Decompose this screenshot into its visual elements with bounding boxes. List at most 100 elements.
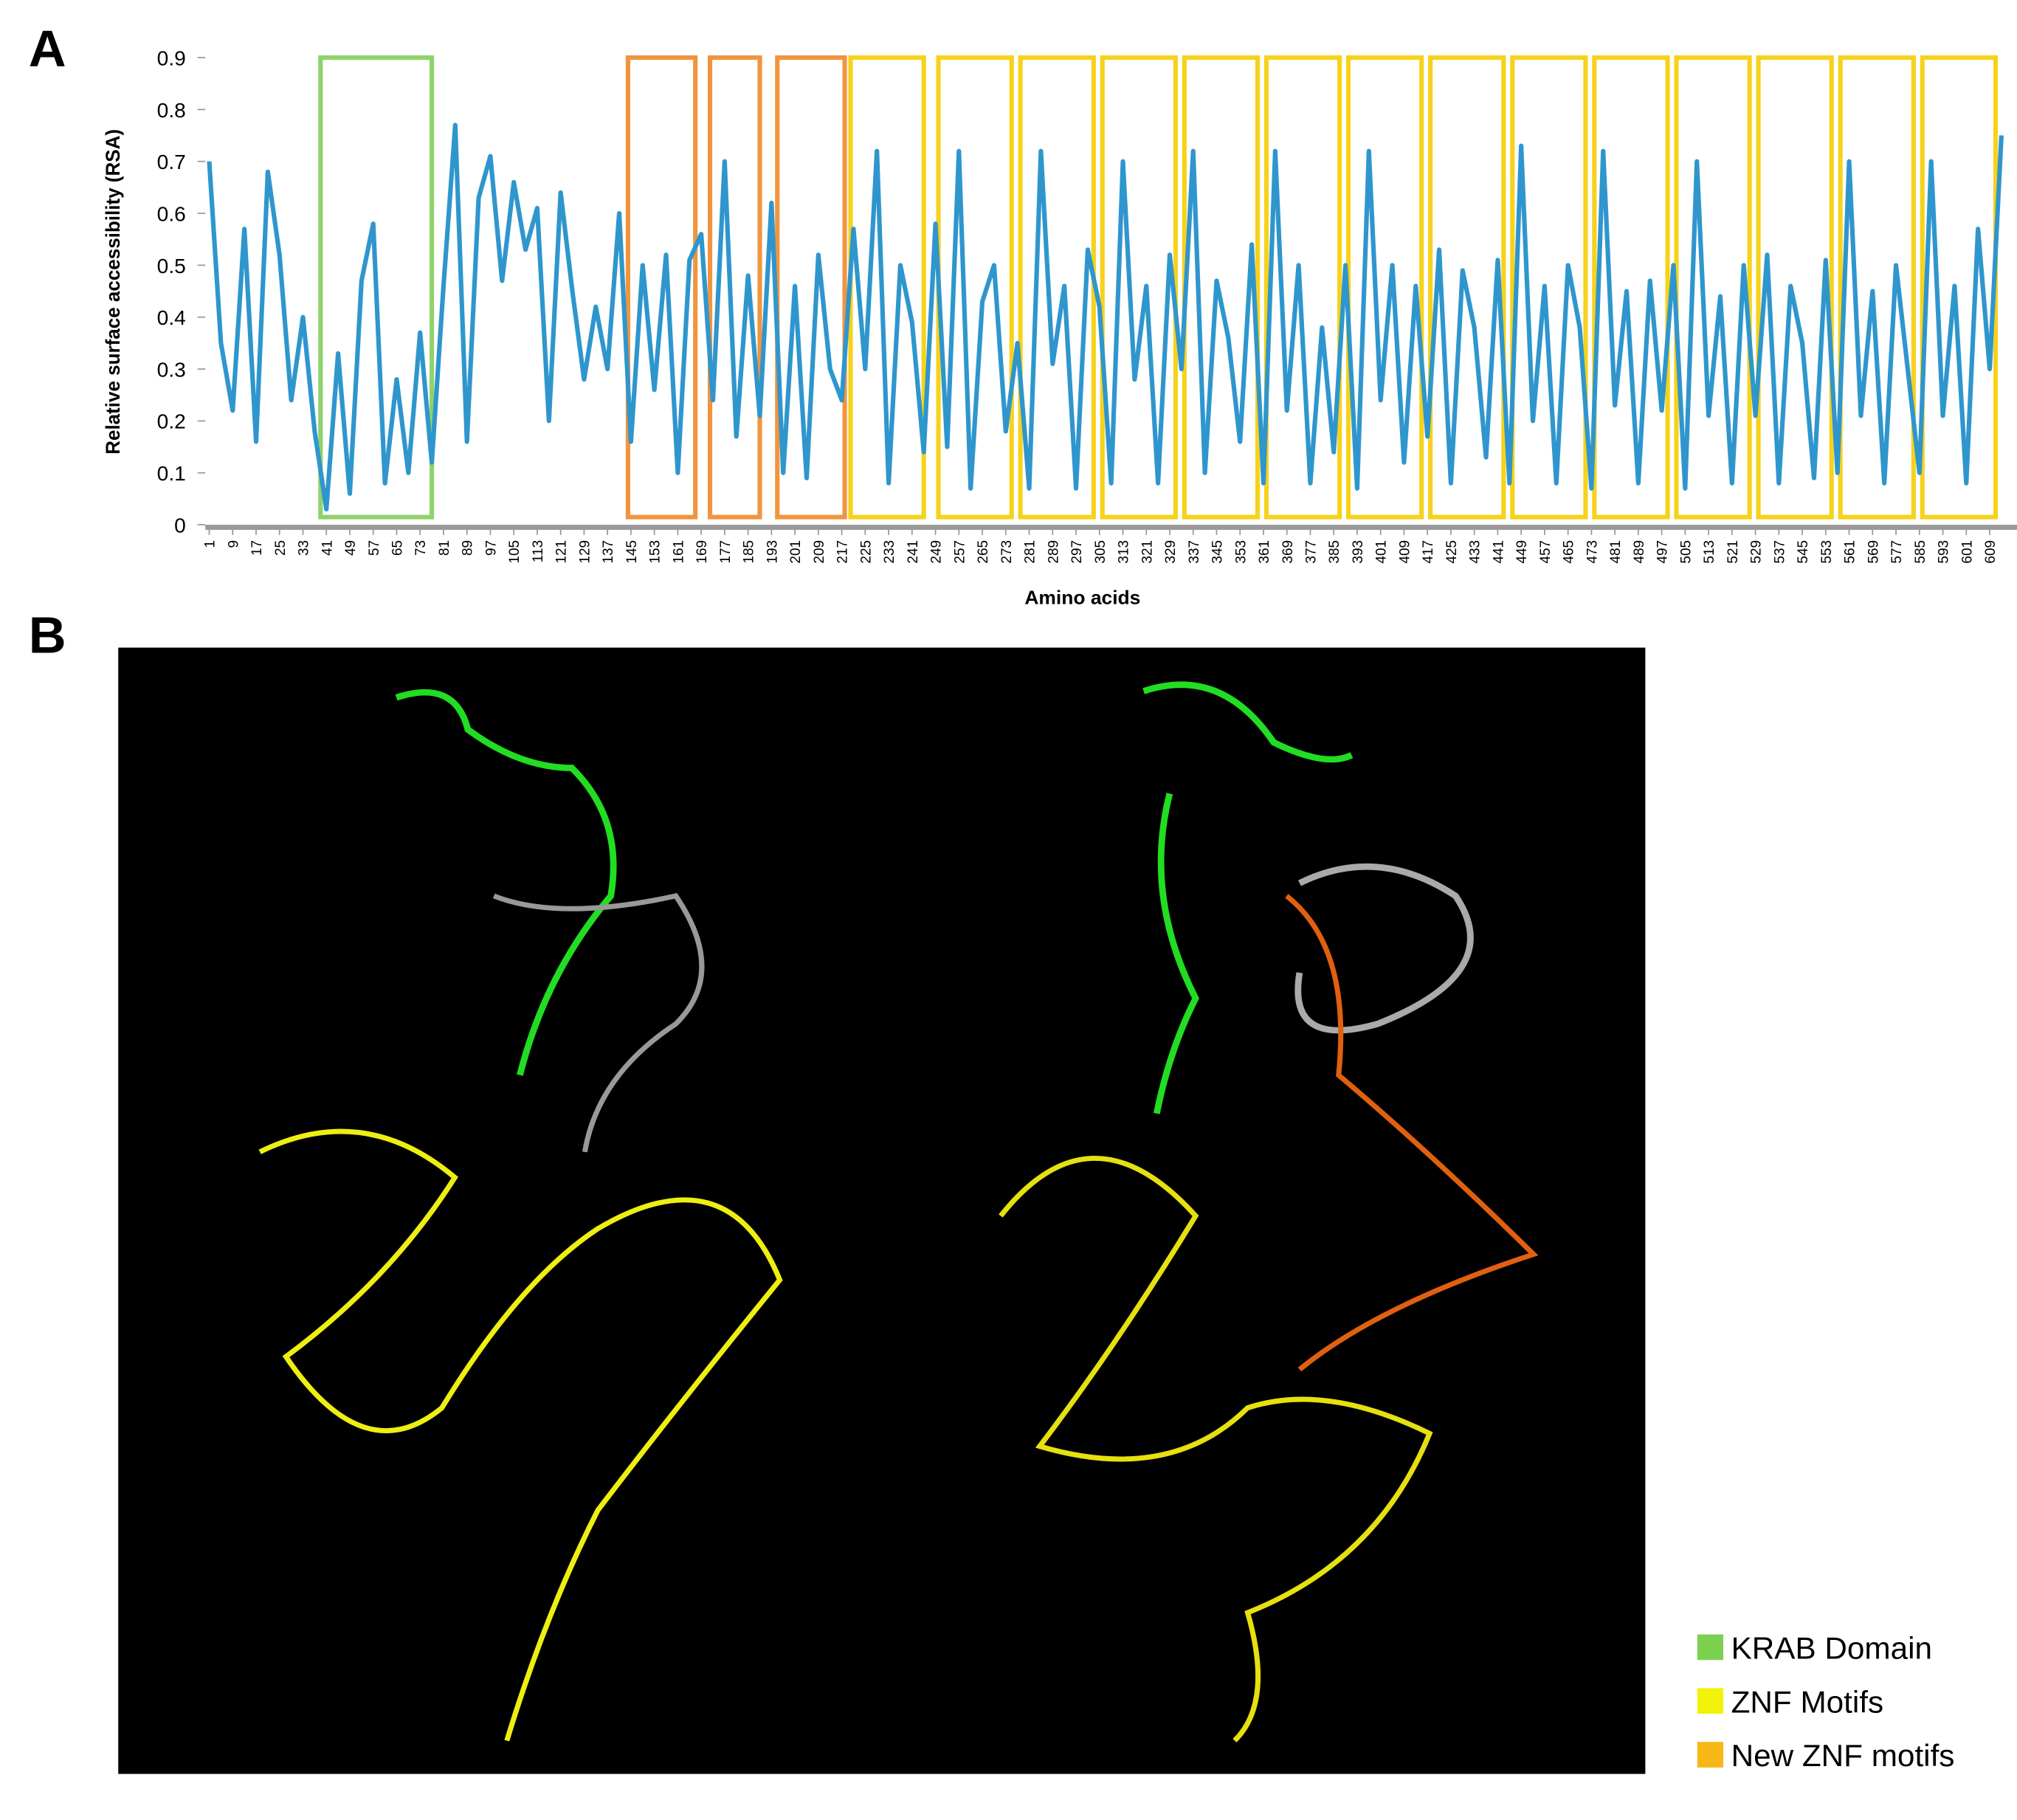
motif-box [1182, 55, 1261, 520]
rsa-line [207, 123, 2004, 511]
x-tick-label: 17 [249, 540, 265, 556]
x-tick-label: 217 [835, 540, 851, 564]
panel-label: A [29, 21, 66, 77]
x-tick-label: 601 [1959, 540, 1975, 564]
x-tick-label: 561 [1842, 540, 1858, 564]
x-tick-label: 297 [1069, 540, 1085, 564]
x-tick-label: 113 [531, 540, 546, 562]
x-axis-title: Amino acids [1024, 587, 1140, 609]
x-tick-label: 361 [1257, 540, 1272, 564]
x-tick-label: 49 [343, 540, 359, 556]
motif-box [1263, 55, 1342, 520]
grey-ribbon [492, 893, 705, 1153]
x-tick-label: 449 [1514, 540, 1530, 564]
x-tick-label: 289 [1046, 540, 1061, 564]
x-tick-label: 569 [1866, 540, 1881, 564]
x-tick-label: 313 [1116, 540, 1131, 564]
x-tick-label: 505 [1678, 540, 1694, 564]
x-tick-label: 489 [1632, 540, 1647, 564]
y-tick-label: 0.6 [157, 203, 186, 226]
x-tick-label: 193 [765, 540, 780, 564]
x-tick-label: 481 [1608, 540, 1624, 564]
legend-swatch [1697, 1742, 1724, 1768]
legend-label: ZNF Motifs [1731, 1685, 1884, 1720]
x-tick-label: 529 [1749, 540, 1765, 564]
x-tick-label: 585 [1913, 540, 1928, 564]
x-axis [205, 525, 2017, 530]
krab-ribbon [1142, 681, 1354, 1114]
x-tick-label: 169 [694, 540, 710, 564]
new-znf-ribbon [1285, 894, 1539, 1372]
x-tick-label: 1 [202, 540, 218, 548]
x-tick-label: 329 [1163, 540, 1179, 564]
y-tick-label: 0.7 [157, 151, 186, 173]
motif-box [707, 55, 762, 520]
motif-box [775, 55, 847, 520]
x-tick-label: 465 [1562, 540, 1577, 564]
x-tick-label: 25 [273, 540, 289, 556]
x-tick-label: 553 [1819, 540, 1835, 564]
legend-swatch [1697, 1688, 1724, 1714]
x-tick-label: 385 [1327, 540, 1342, 564]
motif-box [1428, 55, 1506, 520]
x-tick-label: 473 [1585, 540, 1600, 564]
x-tick-label: 225 [858, 540, 874, 564]
x-tick-label: 321 [1139, 540, 1155, 564]
x-tick-label: 105 [507, 540, 523, 564]
motif-box [1592, 55, 1670, 520]
y-tick-label: 0.5 [157, 255, 186, 278]
x-tick-label: 609 [1983, 540, 1999, 564]
x-tick-label: 121 [554, 540, 570, 564]
y-axis-title: Relative surface accessibility (RSA) [102, 129, 124, 455]
motif-box [1756, 55, 1834, 520]
x-tick-label: 337 [1187, 540, 1202, 564]
y-tick-label: 0.2 [157, 410, 186, 433]
legend-label: KRAB Domain [1731, 1631, 1932, 1666]
x-tick-label: 513 [1702, 540, 1717, 564]
x-tick-label: 257 [952, 540, 968, 564]
y-tick-label: 0.3 [157, 359, 186, 382]
panel-label: B [29, 607, 66, 663]
x-tick-label: 241 [906, 540, 921, 564]
x-tick-label: 409 [1397, 540, 1413, 564]
x-tick-label: 33 [296, 540, 311, 556]
znf-ribbon [258, 1128, 783, 1742]
x-tick-label: 97 [483, 540, 499, 556]
motif-box [1510, 55, 1588, 520]
x-tick-label: 161 [671, 540, 686, 564]
x-tick-label: 369 [1280, 540, 1296, 564]
x-tick-label: 537 [1772, 540, 1787, 564]
image-background [118, 647, 1646, 1774]
krab-ribbon [395, 689, 617, 1076]
x-tick-label: 417 [1421, 540, 1436, 564]
x-tick-label: 425 [1444, 540, 1460, 564]
x-tick-label: 153 [648, 540, 663, 564]
y-tick-label: 0.4 [157, 306, 186, 329]
x-tick-label: 9 [226, 540, 241, 548]
x-tick-label: 57 [367, 540, 382, 556]
x-tick-label: 233 [882, 540, 897, 564]
x-tick-label: 305 [1093, 540, 1109, 564]
y-tick-label: 0.9 [157, 47, 186, 70]
x-tick-label: 497 [1655, 540, 1671, 564]
x-tick-label: 209 [812, 540, 827, 564]
y-tick-label: 0.1 [157, 462, 186, 485]
x-tick-label: 273 [999, 540, 1015, 564]
x-tick-label: 89 [461, 540, 476, 556]
y-tick-label: 0.8 [157, 99, 186, 122]
legend-swatch [1697, 1634, 1724, 1661]
x-tick-label: 137 [601, 540, 616, 564]
x-tick-label: 129 [577, 540, 593, 564]
znf-ribbon [999, 1156, 1433, 1743]
x-tick-label: 185 [742, 540, 757, 564]
x-tick-label: 377 [1303, 540, 1319, 564]
structure-image [118, 647, 1646, 1774]
motif-box [318, 55, 435, 520]
x-tick-label: 433 [1468, 540, 1483, 564]
x-tick-label: 545 [1796, 540, 1811, 564]
x-tick-label: 201 [788, 540, 804, 564]
x-tick-label: 521 [1725, 540, 1741, 564]
x-tick-label: 265 [976, 540, 991, 564]
